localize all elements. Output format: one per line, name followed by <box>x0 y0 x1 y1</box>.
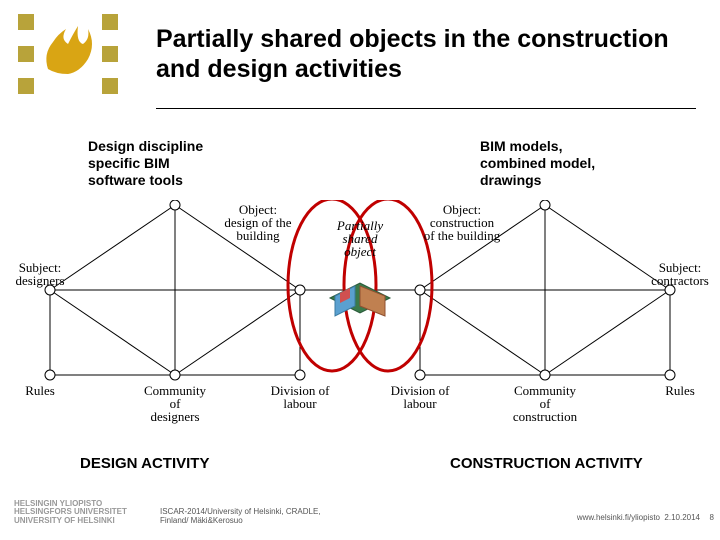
svg-text:Communityofdesigners: Communityofdesigners <box>144 383 207 424</box>
svg-text:Division oflabour: Division oflabour <box>271 383 331 411</box>
svg-text:Rules: Rules <box>25 383 55 398</box>
annotation-right: BIM models, combined model, drawings <box>480 138 595 188</box>
svg-text:Object:design of thebuilding: Object:design of thebuilding <box>224 202 291 243</box>
annotation-left: Design discipline specific BIM software … <box>88 138 203 188</box>
footer-citation: ISCAR-2014/University of Helsinki, CRADL… <box>160 508 321 526</box>
bim-model-icon <box>330 283 390 316</box>
svg-text:Rules: Rules <box>665 383 695 398</box>
activity-label-left: DESIGN ACTIVITY <box>80 455 209 472</box>
university-logo <box>18 14 118 94</box>
svg-text:Subject:designers: Subject:designers <box>15 260 64 288</box>
svg-text:Object:constructionof the buil: Object:constructionof the building <box>424 202 501 243</box>
footer-url: www.helsinki.fi/yliopisto <box>577 513 660 522</box>
university-names: HELSINGIN YLIOPISTO HELSINGFORS UNIVERSI… <box>14 500 127 526</box>
svg-text:Division oflabour: Division oflabour <box>391 383 451 411</box>
page-title: Partially shared objects in the construc… <box>156 24 696 84</box>
footer-date: 2.10.2014 <box>664 513 700 522</box>
activity-diagram: Subject:designers Object:design of thebu… <box>10 200 710 430</box>
activity-label-right: CONSTRUCTION ACTIVITY <box>450 455 643 472</box>
svg-text:Subject:contractors: Subject:contractors <box>651 260 709 288</box>
svg-text:Partiallysharedobject: Partiallysharedobject <box>336 218 383 259</box>
title-underline <box>156 108 696 109</box>
footer-page: 8 <box>710 513 714 522</box>
svg-text:Communityofconstruction: Communityofconstruction <box>513 383 578 424</box>
